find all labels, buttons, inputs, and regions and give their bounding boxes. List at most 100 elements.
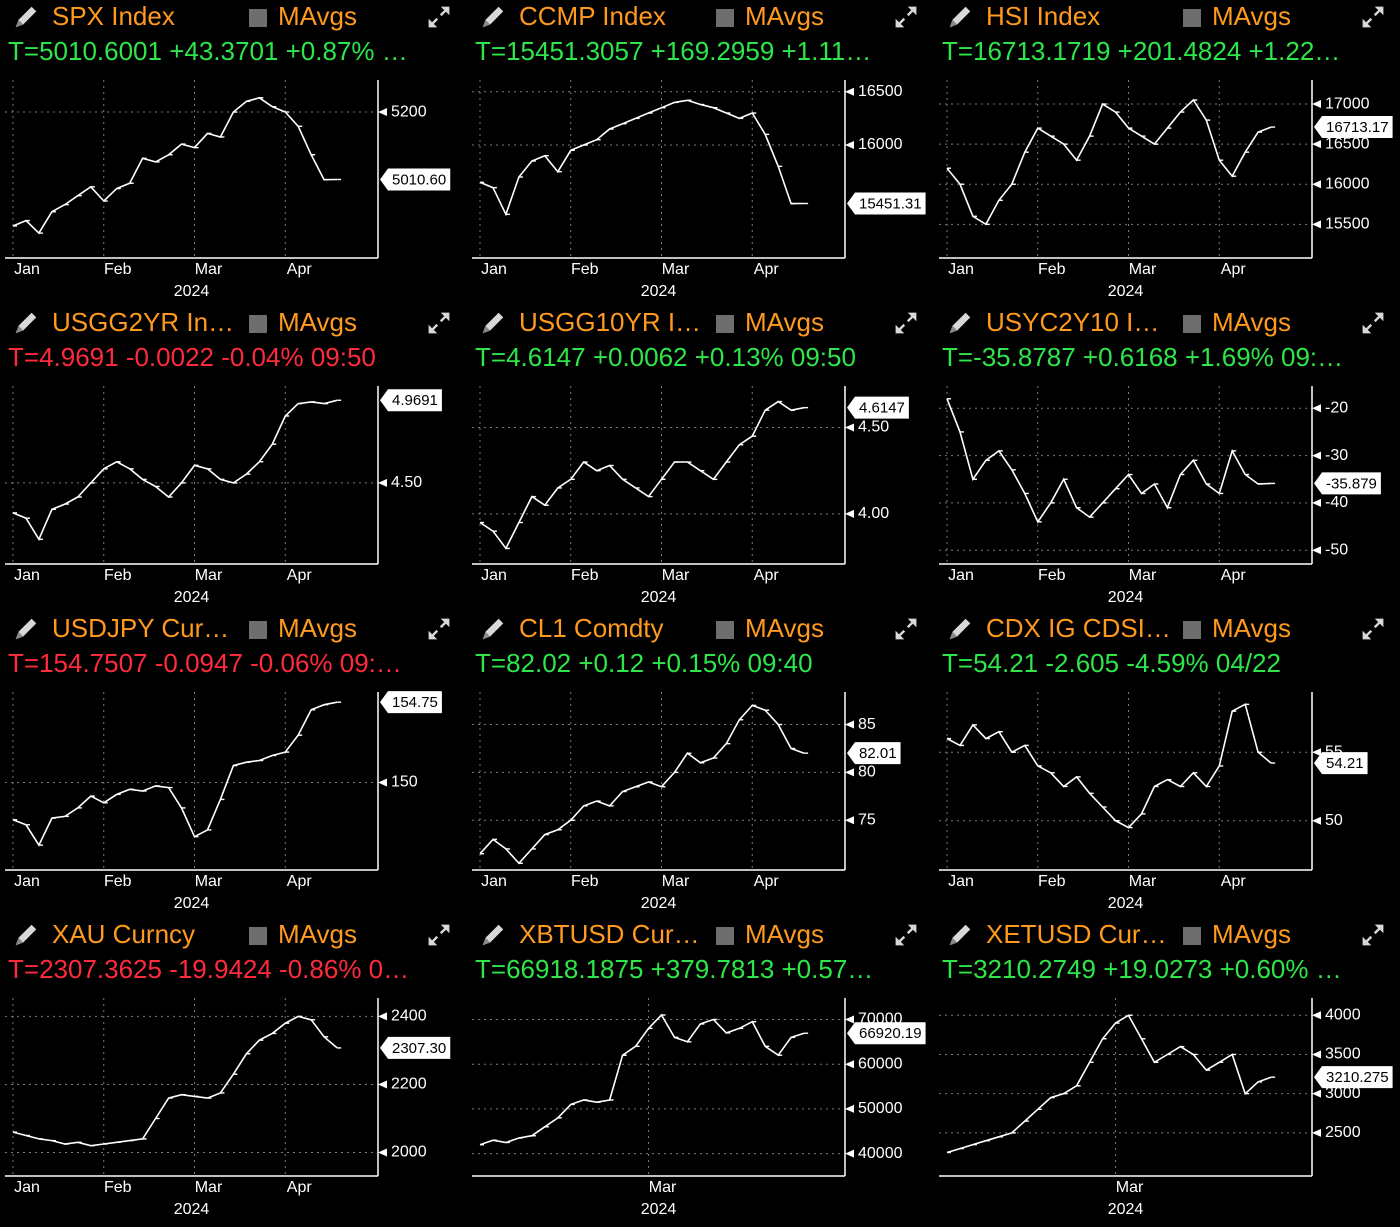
y-tick-label: -50 bbox=[1325, 541, 1348, 558]
mavgs-checkbox[interactable] bbox=[716, 315, 734, 333]
x-tick-label: Mar bbox=[1129, 567, 1157, 584]
mavgs-toggle[interactable]: MAvgs bbox=[278, 307, 357, 337]
mavgs-checkbox[interactable] bbox=[1183, 927, 1201, 945]
mavgs-toggle[interactable]: MAvgs bbox=[1212, 919, 1291, 949]
y-tick-label: 16500 bbox=[858, 83, 903, 100]
last-value-box bbox=[380, 168, 451, 191]
mavgs-toggle[interactable]: MAvgs bbox=[278, 613, 357, 643]
quote-line: T=16713.1719 +201.4824 +1.22… bbox=[942, 36, 1340, 66]
mavgs-checkbox[interactable] bbox=[249, 621, 267, 639]
last-value-label: -35.879 bbox=[1326, 475, 1377, 492]
x-tick-label: Apr bbox=[1221, 261, 1247, 278]
panel bbox=[0, 306, 464, 609]
price-line bbox=[946, 98, 1272, 226]
x-tick-label: Apr bbox=[287, 873, 313, 890]
y-tick-label: -20 bbox=[1325, 399, 1348, 416]
mavgs-toggle[interactable]: MAvgs bbox=[745, 307, 824, 337]
mavgs-checkbox[interactable] bbox=[249, 315, 267, 333]
x-tick-label: Jan bbox=[14, 567, 40, 584]
y-tick bbox=[378, 778, 387, 787]
price-line bbox=[946, 703, 1272, 829]
x-tick-label: Feb bbox=[1038, 261, 1066, 278]
last-value-label: 15451.31 bbox=[859, 195, 922, 212]
quote-line: T=3210.2749 +19.0273 +0.60% … bbox=[942, 954, 1342, 984]
x-axis-label: 2024 bbox=[641, 283, 677, 300]
x-axis-label: 2024 bbox=[1108, 1201, 1144, 1218]
mavgs-checkbox[interactable] bbox=[716, 9, 734, 27]
x-tick-label: Apr bbox=[754, 261, 780, 278]
x-tick-label: Mar bbox=[195, 261, 223, 278]
quote-line: T=66918.1875 +379.7813 +0.57… bbox=[475, 954, 873, 984]
y-tick bbox=[378, 108, 387, 117]
panel bbox=[467, 918, 931, 1221]
mavgs-toggle[interactable]: MAvgs bbox=[1212, 1, 1291, 31]
panel-title: USYC2Y10 I… bbox=[986, 307, 1159, 337]
y-tick bbox=[1312, 180, 1321, 189]
mavgs-checkbox[interactable] bbox=[716, 621, 734, 639]
mavgs-toggle[interactable]: MAvgs bbox=[1212, 307, 1291, 337]
y-tick bbox=[1312, 1011, 1321, 1020]
y-tick-label: 75 bbox=[858, 811, 876, 828]
mavgs-toggle[interactable]: MAvgs bbox=[745, 1, 824, 31]
mavgs-toggle[interactable]: MAvgs bbox=[745, 613, 824, 643]
y-tick-label: 4.00 bbox=[858, 505, 889, 522]
mavgs-checkbox[interactable] bbox=[249, 9, 267, 27]
x-tick-label: Feb bbox=[571, 261, 599, 278]
x-tick-label: Apr bbox=[287, 261, 313, 278]
mavgs-toggle[interactable]: MAvgs bbox=[278, 919, 357, 949]
y-tick bbox=[845, 87, 854, 96]
x-tick-label: Mar bbox=[1129, 261, 1157, 278]
panel-title: USDJPY Cur… bbox=[52, 613, 229, 643]
last-value-box bbox=[1314, 1066, 1393, 1089]
panel-title: USGG10YR I… bbox=[519, 307, 701, 337]
x-tick-label: Feb bbox=[104, 261, 132, 278]
quote-line: T=2307.3625 -19.9424 -0.86% 0… bbox=[8, 954, 409, 984]
panel-title: CDX IG CDSI… bbox=[986, 613, 1171, 643]
mavgs-checkbox[interactable] bbox=[1183, 621, 1201, 639]
mavgs-checkbox[interactable] bbox=[1183, 9, 1201, 27]
x-tick-label: Jan bbox=[14, 261, 40, 278]
panel-title: SPX Index bbox=[52, 1, 175, 31]
y-tick-label: 4000 bbox=[1325, 1006, 1361, 1023]
x-tick-label: Apr bbox=[1221, 567, 1247, 584]
y-tick-label: 16000 bbox=[1325, 175, 1370, 192]
y-tick-label: 50000 bbox=[858, 1100, 903, 1117]
mavgs-checkbox[interactable] bbox=[1183, 315, 1201, 333]
x-tick-label: Feb bbox=[571, 873, 599, 890]
mavgs-toggle[interactable]: MAvgs bbox=[278, 1, 357, 31]
y-tick bbox=[1312, 498, 1321, 507]
x-tick-label: Feb bbox=[104, 873, 132, 890]
mavgs-toggle[interactable]: MAvgs bbox=[1212, 613, 1291, 643]
y-tick bbox=[1312, 546, 1321, 555]
y-tick-label: 15500 bbox=[1325, 216, 1370, 233]
x-tick-label: Mar bbox=[662, 873, 690, 890]
quote-line: T=82.02 +0.12 +0.15% 09:40 bbox=[475, 648, 813, 678]
y-tick bbox=[378, 1012, 387, 1021]
last-value-label: 4.6147 bbox=[859, 400, 905, 417]
price-line bbox=[479, 400, 805, 550]
quote-line: T=4.9691 -0.0022 -0.04% 09:50 bbox=[8, 342, 376, 372]
x-tick-label: Mar bbox=[1129, 873, 1157, 890]
y-tick bbox=[1312, 1089, 1321, 1098]
mavgs-checkbox[interactable] bbox=[716, 927, 734, 945]
y-tick-label: 16500 bbox=[1325, 135, 1370, 152]
y-tick-label: 16000 bbox=[858, 136, 903, 153]
mavgs-checkbox[interactable] bbox=[249, 927, 267, 945]
panel bbox=[0, 0, 464, 303]
y-tick bbox=[845, 816, 854, 825]
panel bbox=[467, 612, 931, 915]
x-tick-label: Feb bbox=[1038, 873, 1066, 890]
y-tick bbox=[378, 1148, 387, 1157]
y-tick-label: 150 bbox=[391, 774, 418, 791]
panel-title: CCMP Index bbox=[519, 1, 666, 31]
last-value-box bbox=[847, 742, 901, 765]
y-tick bbox=[845, 1060, 854, 1069]
x-axis-label: 2024 bbox=[1108, 283, 1144, 300]
y-tick-label: 17000 bbox=[1325, 95, 1370, 112]
mavgs-toggle[interactable]: MAvgs bbox=[745, 919, 824, 949]
x-axis-label: 2024 bbox=[1108, 895, 1144, 912]
last-value-label: 66920.19 bbox=[859, 1025, 922, 1042]
price-line bbox=[479, 1013, 805, 1146]
y-tick-label: 85 bbox=[858, 716, 876, 733]
